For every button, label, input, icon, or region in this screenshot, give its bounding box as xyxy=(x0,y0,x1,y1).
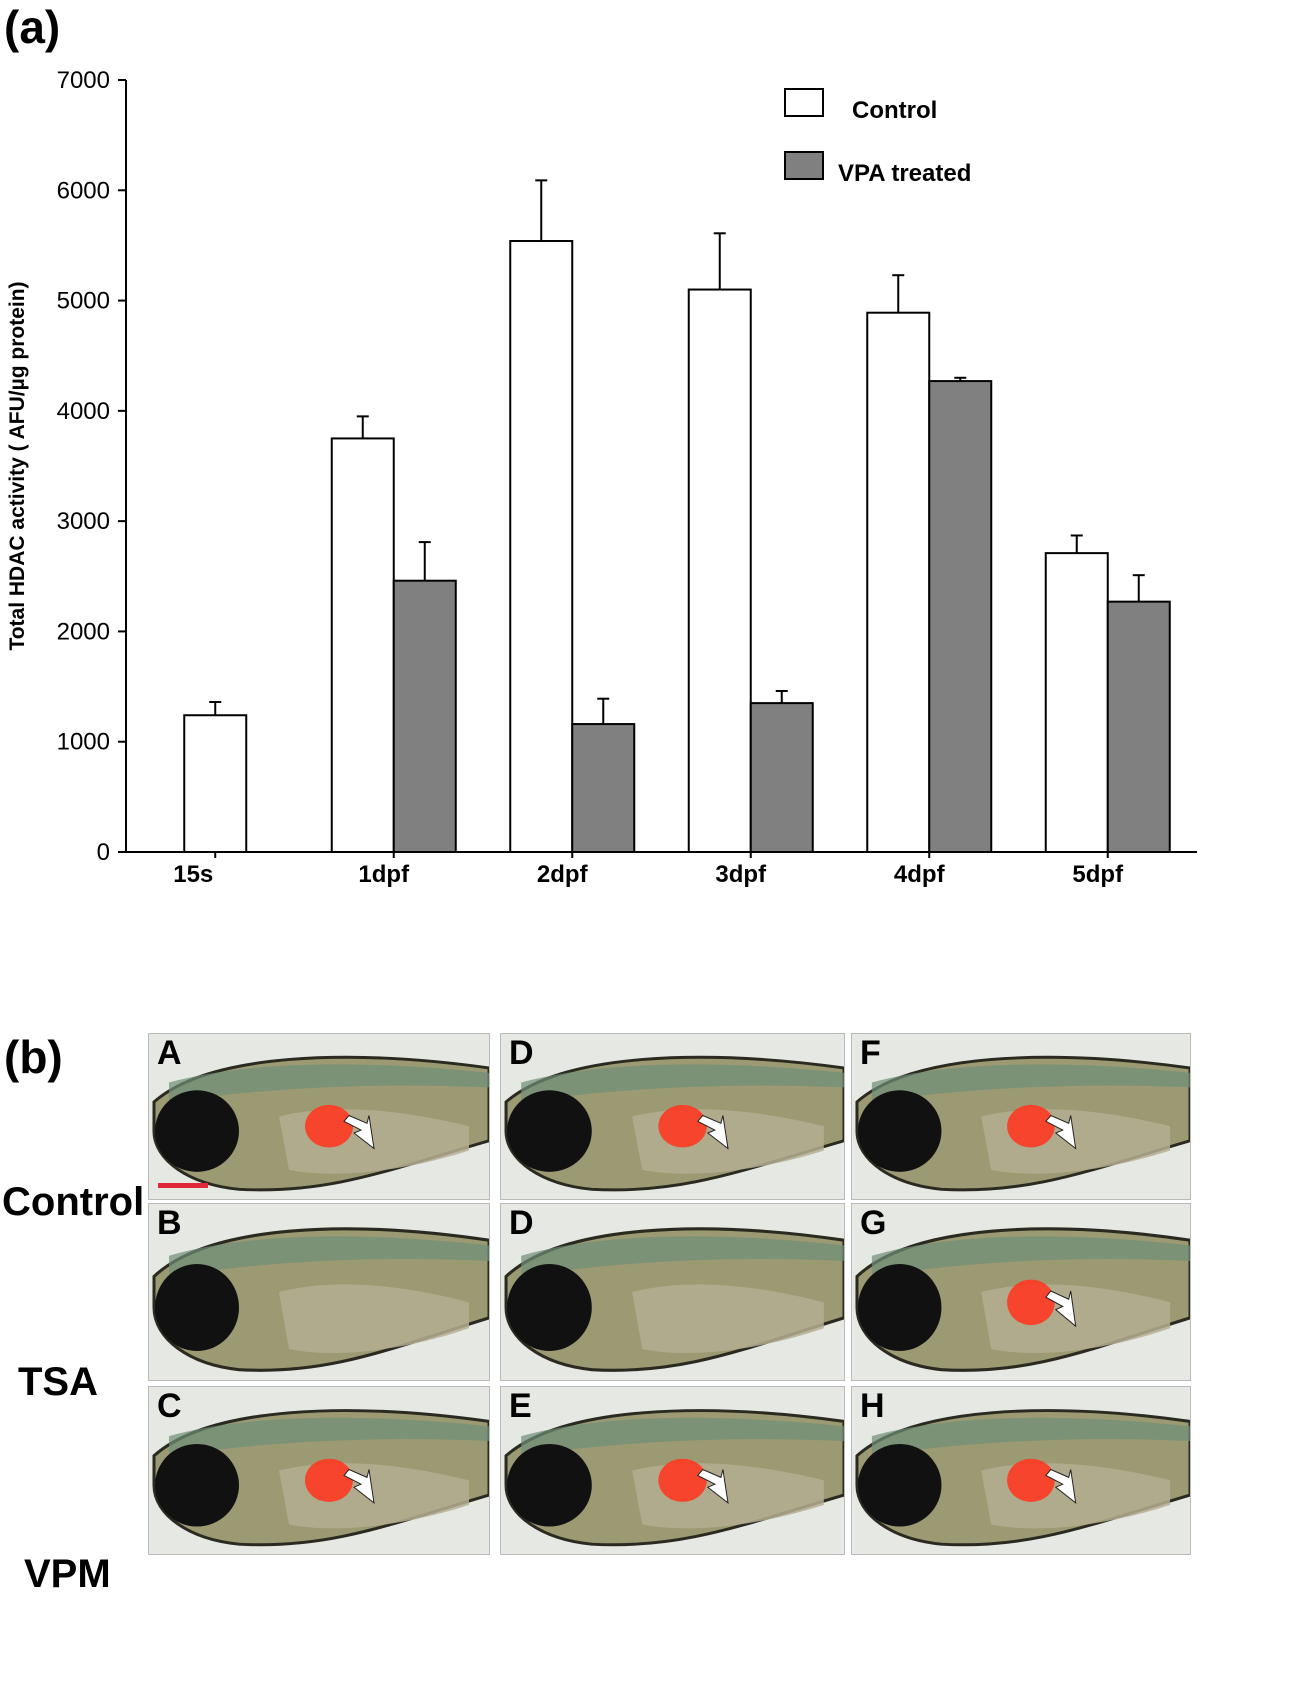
bar-control xyxy=(183,714,248,854)
y-tick-label: 3000 xyxy=(57,508,110,535)
y-tick-label: 1000 xyxy=(57,729,110,756)
larva-image-a-0: A xyxy=(148,1033,490,1200)
bar-control xyxy=(1044,552,1109,854)
row-label-vpm: VPM xyxy=(24,1552,111,1596)
x-tick-label: 1dpf xyxy=(358,861,410,888)
y-tick-label: 2000 xyxy=(57,618,110,645)
panel-letter: H xyxy=(860,1387,885,1425)
y-tick-label: 7000 xyxy=(57,67,110,94)
x-tick-label: 2dpf xyxy=(537,861,589,888)
larva-illustration xyxy=(149,1034,489,1199)
bar-vpa-treated xyxy=(928,380,993,853)
panel-b-label: (b) xyxy=(4,1031,63,1083)
panel-a-label: (a) xyxy=(4,1,61,53)
bar-vpa-treated xyxy=(1106,600,1171,853)
panel-letter: G xyxy=(860,1204,887,1242)
larva-image-b-3: B xyxy=(148,1203,490,1381)
bar-vpa-treated xyxy=(571,723,636,853)
larva-image-f-2: F xyxy=(851,1033,1191,1200)
x-tick-label: 4dpf xyxy=(894,861,946,888)
bar-control xyxy=(866,311,931,853)
row-label-control: Control xyxy=(2,1180,145,1224)
y-tick-label: 4000 xyxy=(57,398,110,425)
panel-letter: E xyxy=(509,1387,532,1425)
y-tick-label: 5000 xyxy=(57,288,110,315)
panel-letter: D xyxy=(509,1034,534,1072)
panel-letter: D xyxy=(509,1204,534,1242)
panel-letter: B xyxy=(157,1204,182,1242)
bar-vpa-treated xyxy=(392,579,457,853)
x-tick-label: 5dpf xyxy=(1072,861,1124,888)
larva-illustration xyxy=(852,1034,1190,1199)
larva-image-c-6: C xyxy=(148,1386,490,1555)
scale-bar xyxy=(158,1183,208,1188)
larva-illustration xyxy=(501,1034,844,1199)
bar-control xyxy=(509,240,574,853)
larva-illustration xyxy=(149,1204,489,1380)
panel-letter: A xyxy=(157,1034,182,1072)
x-tick-label: 3dpf xyxy=(715,861,767,888)
legend-label-control: Control xyxy=(852,97,937,124)
legend-swatch-vpa-treated xyxy=(784,151,824,180)
larva-image-e-7: E xyxy=(500,1386,845,1555)
larva-illustration xyxy=(501,1387,844,1554)
larva-illustration xyxy=(852,1204,1190,1380)
legend-label-vpa-treated: VPA treated xyxy=(838,160,971,187)
legend-swatch-control xyxy=(784,88,824,117)
bar-vpa-treated xyxy=(749,702,814,853)
larva-image-g-5: G xyxy=(851,1203,1191,1381)
bar-control xyxy=(330,437,395,853)
y-axis-label: Total HDAC activity ( AFU/µg protein) xyxy=(6,281,29,650)
larva-illustration xyxy=(149,1387,489,1554)
larva-image-h-8: H xyxy=(851,1386,1191,1555)
y-tick-label: 0 xyxy=(97,839,110,866)
larva-illustration xyxy=(852,1387,1190,1554)
row-label-tsa: TSA xyxy=(18,1360,98,1404)
x-tick-label: 15s xyxy=(173,861,213,888)
hdac-activity-chart: 0 1000 2000 3000 4000 5000 6000 7000 Total HDAC … xyxy=(6,67,1197,888)
larva-image-d-1: D xyxy=(500,1033,845,1200)
panel-letter: F xyxy=(860,1034,881,1072)
y-tick-label: 6000 xyxy=(57,177,110,204)
larva-illustration xyxy=(501,1204,844,1380)
panel-letter: C xyxy=(157,1387,182,1425)
bar-control xyxy=(687,288,752,853)
larva-image-d-4: D xyxy=(500,1203,845,1381)
